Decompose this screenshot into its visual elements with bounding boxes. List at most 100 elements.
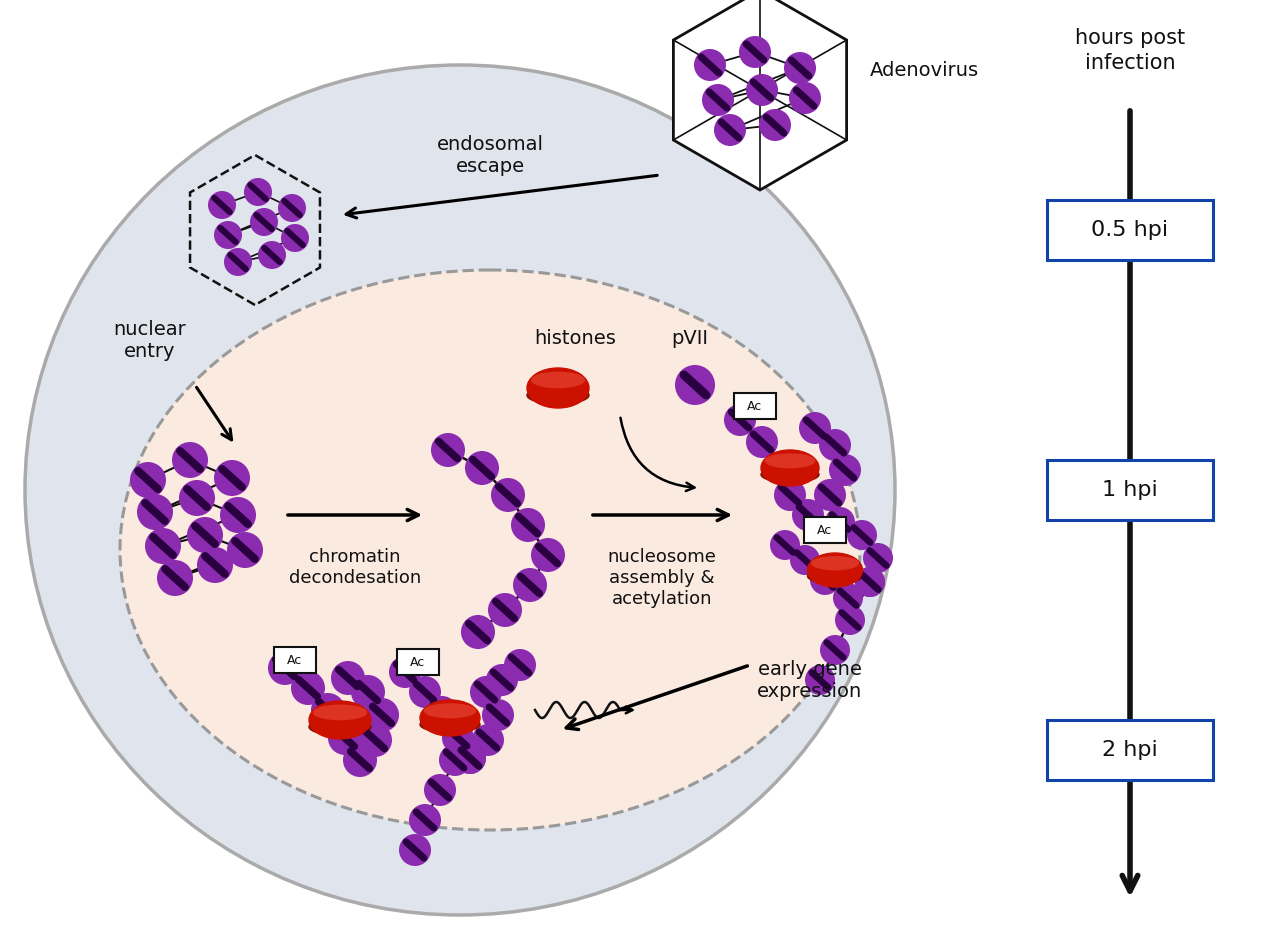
Circle shape bbox=[426, 696, 458, 728]
Circle shape bbox=[328, 721, 362, 755]
Circle shape bbox=[472, 724, 504, 756]
Circle shape bbox=[399, 834, 431, 866]
Text: Ac: Ac bbox=[818, 524, 832, 537]
Text: nucleosome
assembly &
acetylation: nucleosome assembly & acetylation bbox=[608, 548, 717, 607]
Circle shape bbox=[805, 665, 835, 695]
FancyBboxPatch shape bbox=[804, 517, 846, 543]
Circle shape bbox=[835, 605, 865, 635]
Circle shape bbox=[424, 774, 456, 806]
Text: Ac: Ac bbox=[411, 656, 426, 669]
Circle shape bbox=[714, 114, 746, 146]
Ellipse shape bbox=[26, 65, 895, 915]
Circle shape bbox=[250, 208, 278, 236]
Circle shape bbox=[351, 675, 385, 709]
Circle shape bbox=[282, 224, 308, 252]
Ellipse shape bbox=[765, 454, 814, 468]
Circle shape bbox=[332, 661, 365, 695]
Ellipse shape bbox=[314, 705, 366, 720]
Text: Adenovirus: Adenovirus bbox=[870, 60, 979, 79]
Circle shape bbox=[157, 560, 193, 596]
Circle shape bbox=[701, 84, 733, 116]
Text: Ac: Ac bbox=[748, 400, 763, 413]
Circle shape bbox=[511, 508, 545, 542]
Circle shape bbox=[739, 36, 771, 68]
Circle shape bbox=[442, 722, 474, 754]
Circle shape bbox=[829, 454, 861, 486]
Ellipse shape bbox=[762, 450, 819, 486]
Circle shape bbox=[774, 479, 806, 511]
Circle shape bbox=[187, 517, 223, 553]
Text: nuclear
entry: nuclear entry bbox=[114, 320, 187, 361]
Circle shape bbox=[483, 699, 515, 731]
Circle shape bbox=[137, 494, 173, 530]
Circle shape bbox=[227, 532, 262, 568]
Ellipse shape bbox=[308, 701, 371, 739]
FancyBboxPatch shape bbox=[1047, 460, 1213, 520]
Circle shape bbox=[470, 676, 502, 708]
Circle shape bbox=[410, 676, 442, 708]
FancyBboxPatch shape bbox=[733, 393, 776, 419]
Ellipse shape bbox=[531, 372, 585, 388]
Circle shape bbox=[207, 191, 236, 219]
FancyBboxPatch shape bbox=[397, 649, 439, 675]
Circle shape bbox=[343, 743, 378, 777]
Circle shape bbox=[431, 433, 465, 467]
Ellipse shape bbox=[812, 557, 859, 570]
Ellipse shape bbox=[527, 386, 589, 405]
Circle shape bbox=[814, 479, 846, 511]
Circle shape bbox=[724, 404, 756, 436]
Circle shape bbox=[172, 442, 207, 478]
Circle shape bbox=[365, 698, 399, 732]
Text: hours post
infection: hours post infection bbox=[1075, 28, 1185, 73]
Circle shape bbox=[675, 365, 716, 405]
Circle shape bbox=[746, 74, 778, 106]
Text: 1 hpi: 1 hpi bbox=[1102, 480, 1158, 500]
Circle shape bbox=[504, 649, 536, 681]
Circle shape bbox=[826, 507, 855, 537]
Circle shape bbox=[847, 520, 877, 550]
Circle shape bbox=[855, 567, 884, 597]
Circle shape bbox=[220, 497, 256, 533]
Ellipse shape bbox=[425, 704, 475, 718]
Ellipse shape bbox=[120, 270, 860, 830]
Circle shape bbox=[771, 530, 800, 560]
Ellipse shape bbox=[420, 716, 480, 733]
Circle shape bbox=[461, 615, 495, 649]
Text: histones: histones bbox=[534, 328, 616, 348]
Circle shape bbox=[278, 194, 306, 222]
Circle shape bbox=[291, 671, 325, 705]
Circle shape bbox=[486, 664, 518, 696]
Circle shape bbox=[358, 723, 392, 757]
Circle shape bbox=[439, 744, 471, 776]
Text: pVII: pVII bbox=[672, 328, 709, 348]
Circle shape bbox=[224, 248, 252, 276]
FancyBboxPatch shape bbox=[1047, 200, 1213, 260]
Circle shape bbox=[197, 547, 233, 583]
Circle shape bbox=[410, 804, 442, 836]
Circle shape bbox=[762, 452, 794, 484]
Text: early gene
expression: early gene expression bbox=[758, 659, 863, 700]
Circle shape bbox=[145, 528, 180, 564]
Circle shape bbox=[513, 568, 547, 602]
Circle shape bbox=[810, 565, 840, 595]
Circle shape bbox=[790, 545, 820, 575]
Circle shape bbox=[492, 478, 525, 512]
Circle shape bbox=[389, 656, 421, 688]
Circle shape bbox=[759, 109, 791, 141]
Circle shape bbox=[746, 426, 778, 458]
Circle shape bbox=[799, 412, 831, 444]
Circle shape bbox=[311, 693, 346, 727]
Circle shape bbox=[488, 593, 522, 627]
Circle shape bbox=[833, 583, 863, 613]
Circle shape bbox=[244, 178, 273, 206]
Circle shape bbox=[465, 451, 499, 485]
Text: 0.5 hpi: 0.5 hpi bbox=[1092, 220, 1169, 240]
FancyBboxPatch shape bbox=[274, 647, 316, 673]
Circle shape bbox=[863, 543, 893, 573]
Ellipse shape bbox=[808, 568, 863, 584]
Circle shape bbox=[792, 499, 824, 531]
Circle shape bbox=[259, 241, 285, 269]
Ellipse shape bbox=[762, 466, 819, 483]
Circle shape bbox=[454, 742, 486, 774]
Polygon shape bbox=[673, 0, 846, 190]
